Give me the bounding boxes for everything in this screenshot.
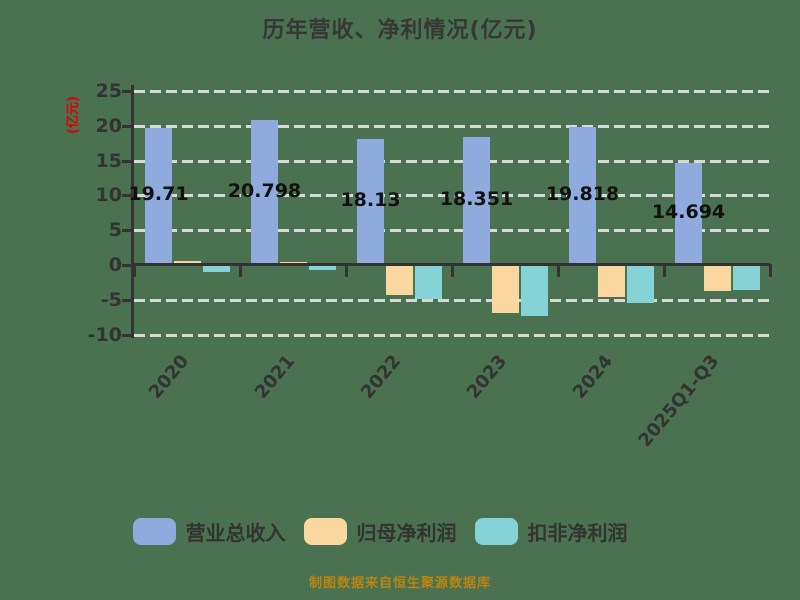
y-axis-tick-label-10: 10 <box>95 184 122 207</box>
y-axis-tick-5 <box>122 229 131 233</box>
bar-value-label-2021: 20.798 <box>227 179 302 202</box>
gridline-15 <box>134 159 770 163</box>
y-axis-tick--10 <box>122 333 131 337</box>
bar-total-revenue-2025Q1-Q3 <box>675 162 702 265</box>
bar-net-profit-excl-nonrecurring-2025Q1-Q3 <box>733 265 760 291</box>
y-axis-tick-20 <box>122 124 131 128</box>
bar-net-profit-2022 <box>386 265 413 295</box>
y-axis-tick-label-0: 0 <box>108 254 122 276</box>
y-axis-tick-label-5: 5 <box>108 219 122 242</box>
gridline--5 <box>134 298 770 302</box>
x-axis-tick-4 <box>557 264 560 277</box>
x-axis-label-2021: 2021 <box>250 351 300 403</box>
x-axis-tick-2 <box>345 264 348 277</box>
x-axis-tick-0 <box>133 264 136 277</box>
bar-value-label-2025Q1-Q3: 14.694 <box>651 200 726 223</box>
y-axis-tick-25 <box>122 90 131 93</box>
bar-net-profit-2023 <box>492 265 519 314</box>
x-axis-label-2022: 2022 <box>356 351 406 403</box>
bar-net-profit-excl-nonrecurring-2021 <box>309 265 336 270</box>
bar-total-revenue-2021 <box>251 120 278 265</box>
bar-net-profit-2020 <box>174 260 201 265</box>
bar-total-revenue-2024 <box>569 127 596 265</box>
gridline-25 <box>134 90 770 93</box>
bar-net-profit-2025Q1-Q3 <box>704 265 731 291</box>
gridline-5 <box>134 229 770 233</box>
y-axis-line <box>131 85 134 338</box>
bar-net-profit-excl-nonrecurring-2023 <box>521 265 548 316</box>
bar-value-label-2023: 18.351 <box>439 188 514 211</box>
y-axis-tick-label-25: 25 <box>95 80 122 102</box>
bar-total-revenue-2020 <box>145 127 172 265</box>
x-axis-label-2024: 2024 <box>568 351 618 403</box>
x-axis-line <box>131 263 770 266</box>
legend-label-total-revenue: 营业总收入 <box>185 521 286 545</box>
bar-total-revenue-2023 <box>463 137 490 265</box>
chart-title: 历年营收、净利情况(亿元) <box>262 18 538 43</box>
bar-total-revenue-2022 <box>357 138 384 265</box>
x-axis-tick-3 <box>451 264 454 277</box>
bar-net-profit-excl-nonrecurring-2022 <box>415 265 442 300</box>
bar-value-label-2020: 19.71 <box>128 183 189 206</box>
legend-swatch-net-profit-excl-nonrecurring <box>474 518 518 545</box>
y-axis-tick-label--10: -10 <box>87 323 122 346</box>
bar-net-profit-2024 <box>598 265 625 298</box>
y-axis-tick-15 <box>122 159 131 163</box>
x-axis-tick-1 <box>239 264 242 277</box>
legend: 营业总收入 归母净利润 扣非净利润 <box>0 517 760 546</box>
legend-label-net-profit: 归母净利润 <box>356 521 457 545</box>
gridline--10 <box>134 333 770 337</box>
legend-item-net-profit: 归母净利润 <box>303 517 457 546</box>
legend-item-total-revenue: 营业总收入 <box>132 517 286 546</box>
x-axis-label-2020: 2020 <box>144 351 194 403</box>
bar-value-label-2024: 19.818 <box>545 183 620 206</box>
x-axis-label-2025Q1-Q3: 2025Q1-Q3 <box>634 351 724 452</box>
gridline-20 <box>134 124 770 128</box>
y-axis-tick-label-20: 20 <box>95 114 122 137</box>
y-axis-tick--5 <box>122 298 131 302</box>
legend-label-net-profit-excl-nonrecurring: 扣非净利润 <box>527 521 628 545</box>
legend-item-net-profit-excl-nonrecurring: 扣非净利润 <box>474 517 628 546</box>
bar-value-label-2022: 18.13 <box>340 188 401 211</box>
gridline-10 <box>134 194 770 198</box>
footer-note: 制图数据来自恒生聚源数据库 <box>308 576 491 591</box>
x-axis-tick-6 <box>769 264 772 277</box>
x-axis-tick-5 <box>663 264 666 277</box>
x-axis-label-2023: 2023 <box>462 351 512 403</box>
plot-area: 25 20 15 10 5 0 -5 -10 19.71 20.798 18.13 18.351 19.… <box>87 80 772 452</box>
legend-swatch-net-profit <box>303 518 347 545</box>
bar-net-profit-excl-nonrecurring-2020 <box>203 265 230 272</box>
y-axis-tick-0 <box>122 264 131 267</box>
legend-swatch-total-revenue <box>132 518 176 545</box>
y-axis-tick-10 <box>122 194 131 198</box>
y-axis-tick-label--5: -5 <box>100 288 122 311</box>
bar-net-profit-excl-nonrecurring-2024 <box>627 265 654 303</box>
y-axis-tick-label-15: 15 <box>95 149 122 172</box>
